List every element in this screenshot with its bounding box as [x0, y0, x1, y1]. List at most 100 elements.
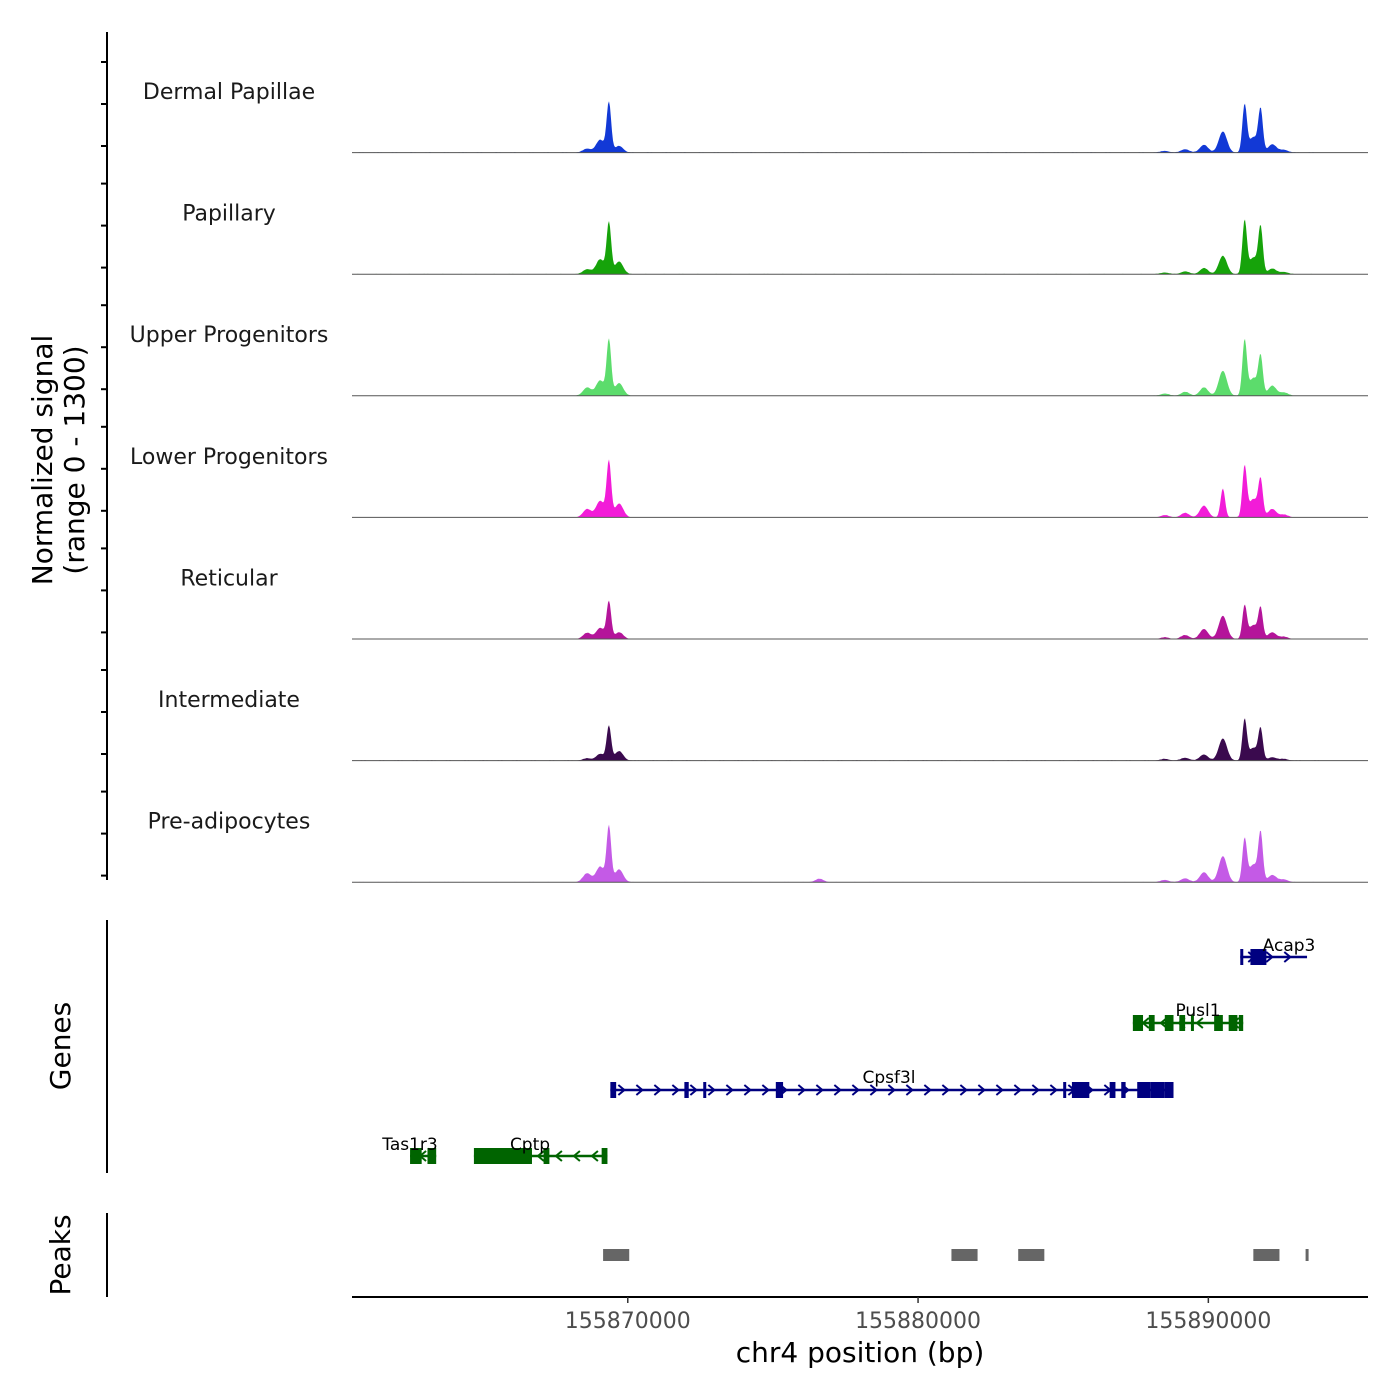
exon [1190, 1015, 1194, 1031]
track-label: Intermediate [158, 688, 300, 713]
strand-arrow [653, 1084, 662, 1096]
strand-arrow [995, 1084, 1004, 1096]
strand-arrow [1049, 1084, 1058, 1096]
strand-arrow [1283, 951, 1292, 963]
peaks-title: Peaks [44, 1214, 77, 1295]
signal-area [352, 718, 1323, 761]
signal-area [352, 600, 1323, 639]
peak-region [1305, 1249, 1309, 1261]
track-intermediate: Intermediate [101, 669, 1368, 762]
exon [1164, 1015, 1174, 1031]
exon [684, 1082, 689, 1098]
exon [543, 1148, 550, 1164]
strand-arrow [977, 1084, 986, 1096]
gene-cptp: Cptp [473, 1135, 608, 1164]
gene-label: Cpsf3l [862, 1068, 915, 1088]
track-pre-adipocytes: Pre-adipocytes [101, 790, 1368, 883]
strand-arrow [941, 1084, 950, 1096]
strand-arrow [1031, 1084, 1040, 1096]
strand-arrow [851, 1084, 860, 1096]
peak-region [1253, 1249, 1280, 1261]
peak-region [951, 1249, 978, 1261]
peak-region [603, 1249, 630, 1261]
track-upper-progenitors: Upper Progenitors [101, 304, 1368, 397]
exon [1164, 1082, 1174, 1098]
strand-arrow [1013, 1084, 1022, 1096]
gene-label: Pusl1 [1175, 1001, 1220, 1021]
gene-label: Acap3 [1263, 936, 1316, 956]
track-label: Dermal Papillae [143, 80, 315, 105]
exon [1137, 1082, 1151, 1098]
x-tick-label: 155880000 [855, 1309, 981, 1334]
signal-area [352, 219, 1323, 275]
peak-region [1018, 1249, 1045, 1261]
x-axis-title: chr4 position (bp) [736, 1336, 985, 1369]
y-axis-title: Normalized signal [26, 335, 59, 586]
exon [1240, 949, 1244, 965]
signal-area [352, 338, 1323, 396]
strand-arrow [959, 1084, 968, 1096]
coverage-tracks: Dermal Papillae Papillary Upper Progenitor… [101, 32, 1368, 883]
exon [775, 1082, 784, 1098]
track-label: Upper Progenitors [130, 323, 329, 348]
peak-track [106, 1213, 1309, 1297]
strand-arrow [1265, 951, 1274, 963]
strand-arrow [869, 1084, 878, 1096]
gene-pusl1: Pusl1 [1132, 1001, 1244, 1031]
strand-arrow [761, 1084, 770, 1096]
exon [1238, 1015, 1244, 1031]
y-axis-range: (range 0 - 1300) [58, 345, 91, 574]
strand-arrow [1195, 1017, 1204, 1029]
strand-arrow [536, 1150, 545, 1162]
track-label: Reticular [180, 566, 278, 591]
exon [601, 1148, 608, 1164]
strand-arrow [815, 1084, 824, 1096]
strand-arrow [743, 1084, 752, 1096]
strand-arrow [797, 1084, 806, 1096]
exon [1250, 949, 1267, 965]
exon [1132, 1015, 1144, 1031]
track-label: Pre-adipocytes [148, 810, 311, 835]
strand-arrow [707, 1084, 716, 1096]
exon [1228, 1015, 1238, 1031]
strand-arrow [905, 1084, 914, 1096]
strand-arrow [617, 1084, 626, 1096]
exon [410, 1148, 422, 1164]
x-tick-label: 155890000 [1145, 1309, 1271, 1334]
strand-arrow [689, 1084, 698, 1096]
strand-arrow [725, 1084, 734, 1096]
strand-arrow [590, 1150, 599, 1162]
strand-arrow [833, 1084, 842, 1096]
strand-arrow [572, 1150, 581, 1162]
track-papillary: Papillary [101, 182, 1368, 275]
x-tick-label: 155870000 [565, 1309, 691, 1334]
exon [703, 1082, 707, 1098]
strand-arrow [554, 1150, 563, 1162]
gene-label: Tas1r3 [381, 1135, 437, 1155]
gene-cpsf3l: Cpsf3l [610, 1068, 1174, 1098]
gene-tas1r3: Tas1r3 [381, 1135, 438, 1164]
signal-area [352, 824, 1323, 883]
strand-arrow [887, 1084, 896, 1096]
signal-area [352, 101, 1323, 153]
exon [1109, 1082, 1116, 1098]
exon [1150, 1082, 1165, 1098]
exon [1063, 1082, 1067, 1098]
strand-arrow [635, 1084, 644, 1096]
genes-title: Genes [44, 1002, 77, 1090]
exon [1214, 1015, 1223, 1031]
gene-label: Cptp [510, 1135, 550, 1155]
x-axis: 155870000 155880000 155890000 [352, 1296, 1368, 1334]
gene-acap3: Acap3 [1240, 936, 1315, 965]
track-label: Lower Progenitors [130, 445, 328, 470]
exon [427, 1148, 437, 1164]
strand-arrow [923, 1084, 932, 1096]
exon [1121, 1082, 1126, 1098]
track-reticular: Reticular [101, 547, 1368, 640]
exon [1179, 1015, 1186, 1031]
exon [1071, 1082, 1090, 1098]
track-dermal-papillae: Dermal Papillae [101, 61, 1368, 154]
exon [1148, 1015, 1155, 1031]
signal-area [352, 459, 1323, 518]
